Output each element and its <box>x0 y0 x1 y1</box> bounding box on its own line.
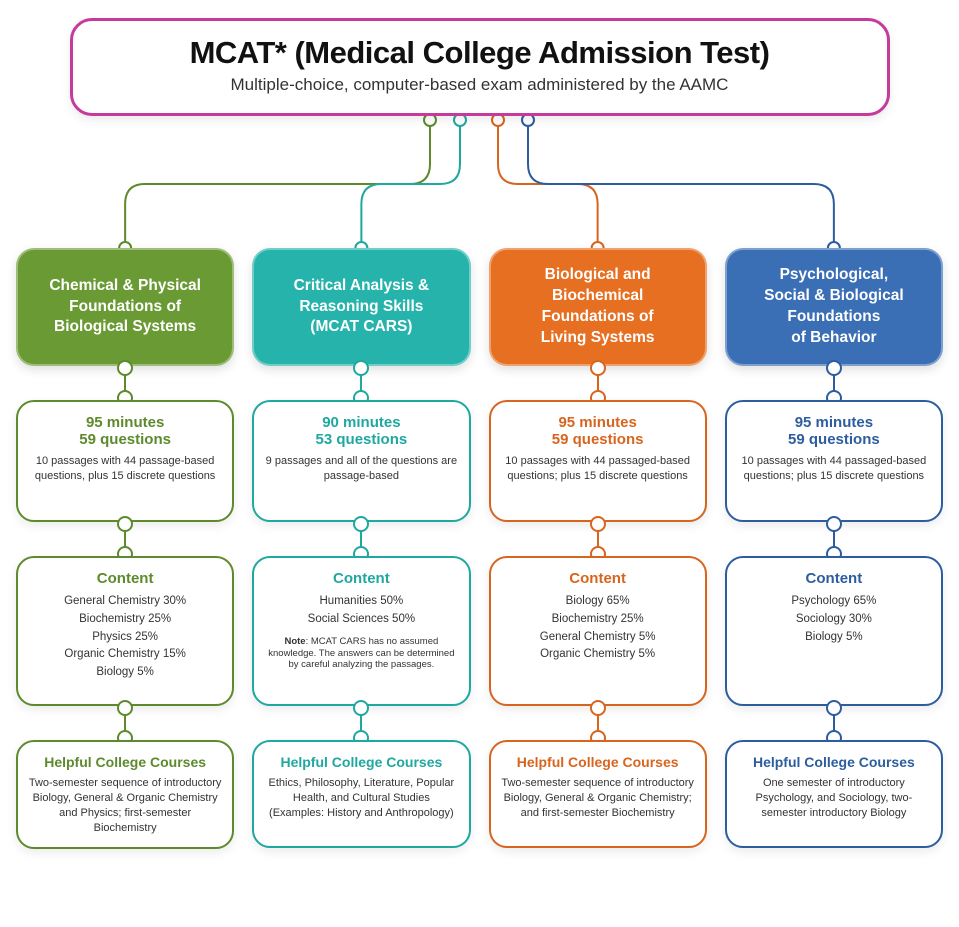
timing-desc: 9 passages and all of the questions are … <box>264 454 458 484</box>
content-list: Psychology 65%Sociology 30%Biology 5% <box>737 593 931 646</box>
content-note: Note: MCAT CARS has no assumed knowledge… <box>264 636 458 672</box>
content-card-psych-soc: Content Psychology 65%Sociology 30%Biolo… <box>725 556 943 706</box>
content-item: Sociology 30% <box>737 611 931 629</box>
connector <box>360 522 362 556</box>
connector <box>833 706 835 740</box>
timing-questions: 59 questions <box>501 431 695 448</box>
connector <box>597 366 599 400</box>
section-header-psych-soc: Psychological,Social & BiologicalFoundat… <box>725 248 943 366</box>
content-card-cars: Content Humanities 50%Social Sciences 50… <box>252 556 470 706</box>
timing-card-cars: 90 minutes 53 questions 9 passages and a… <box>252 400 470 522</box>
timing-card-chem-phys: 95 minutes 59 questions 10 passages with… <box>16 400 234 522</box>
content-item: Biochemistry 25% <box>501 611 695 629</box>
timing-minutes: 95 minutes <box>501 414 695 431</box>
content-heading: Content <box>264 570 458 587</box>
courses-desc: Two-semester sequence of introductory Bi… <box>501 776 695 821</box>
timing-desc: 10 passages with 44 passage-based questi… <box>28 454 222 484</box>
connector <box>833 366 835 400</box>
connector <box>124 706 126 740</box>
content-item: Biology 65% <box>501 593 695 611</box>
courses-desc: Two-semester sequence of introductory Bi… <box>28 776 222 835</box>
columns-container: Chemical & PhysicalFoundations ofBiologi… <box>16 248 943 849</box>
courses-heading: Helpful College Courses <box>737 754 931 770</box>
content-list: Biology 65%Biochemistry 25%General Chemi… <box>501 593 695 664</box>
content-item: Organic Chemistry 5% <box>501 646 695 664</box>
timing-questions: 59 questions <box>737 431 931 448</box>
timing-questions: 53 questions <box>264 431 458 448</box>
content-heading: Content <box>737 570 931 587</box>
courses-card-psych-soc: Helpful College Courses One semester of … <box>725 740 943 848</box>
header-subtitle: Multiple-choice, computer-based exam adm… <box>103 75 857 95</box>
connector <box>597 706 599 740</box>
timing-minutes: 95 minutes <box>737 414 931 431</box>
connector <box>360 706 362 740</box>
section-header-bio-biochem: Biological andBiochemicalFoundations ofL… <box>489 248 707 366</box>
column-bio-biochem: Biological andBiochemicalFoundations ofL… <box>489 248 707 849</box>
courses-desc: Ethics, Philosophy, Literature, Popular … <box>264 776 458 821</box>
section-header-cars: Critical Analysis &Reasoning Skills(MCAT… <box>252 248 470 366</box>
content-list: General Chemistry 30%Biochemistry 25%Phy… <box>28 593 222 682</box>
timing-minutes: 95 minutes <box>28 414 222 431</box>
timing-minutes: 90 minutes <box>264 414 458 431</box>
courses-card-chem-phys: Helpful College Courses Two-semester seq… <box>16 740 234 849</box>
header-card: MCAT* (Medical College Admission Test) M… <box>70 18 890 116</box>
timing-card-bio-biochem: 95 minutes 59 questions 10 passages with… <box>489 400 707 522</box>
content-item: Organic Chemistry 15% <box>28 646 222 664</box>
connector <box>833 522 835 556</box>
connector <box>597 522 599 556</box>
timing-questions: 59 questions <box>28 431 222 448</box>
header-title: MCAT* (Medical College Admission Test) <box>103 35 857 71</box>
content-item: Biochemistry 25% <box>28 611 222 629</box>
content-item: Physics 25% <box>28 629 222 647</box>
content-item: Psychology 65% <box>737 593 931 611</box>
content-item: General Chemistry 30% <box>28 593 222 611</box>
content-item: Biology 5% <box>28 664 222 682</box>
courses-card-bio-biochem: Helpful College Courses Two-semester seq… <box>489 740 707 848</box>
column-chem-phys: Chemical & PhysicalFoundations ofBiologi… <box>16 248 234 849</box>
courses-heading: Helpful College Courses <box>264 754 458 770</box>
column-cars: Critical Analysis &Reasoning Skills(MCAT… <box>252 248 470 849</box>
content-heading: Content <box>28 570 222 587</box>
timing-desc: 10 passages with 44 passaged-based quest… <box>737 454 931 484</box>
content-item: Social Sciences 50% <box>264 611 458 629</box>
content-heading: Content <box>501 570 695 587</box>
content-item: Humanities 50% <box>264 593 458 611</box>
connector <box>124 366 126 400</box>
content-list: Humanities 50%Social Sciences 50% <box>264 593 458 629</box>
timing-card-psych-soc: 95 minutes 59 questions 10 passages with… <box>725 400 943 522</box>
section-header-chem-phys: Chemical & PhysicalFoundations ofBiologi… <box>16 248 234 366</box>
connector <box>360 366 362 400</box>
courses-heading: Helpful College Courses <box>28 754 222 770</box>
content-item: Biology 5% <box>737 629 931 647</box>
content-item: General Chemistry 5% <box>501 629 695 647</box>
courses-heading: Helpful College Courses <box>501 754 695 770</box>
connector <box>124 522 126 556</box>
column-psych-soc: Psychological,Social & BiologicalFoundat… <box>725 248 943 849</box>
content-card-chem-phys: Content General Chemistry 30%Biochemistr… <box>16 556 234 706</box>
courses-desc: One semester of introductory Psychology,… <box>737 776 931 821</box>
courses-card-cars: Helpful College Courses Ethics, Philosop… <box>252 740 470 848</box>
content-card-bio-biochem: Content Biology 65%Biochemistry 25%Gener… <box>489 556 707 706</box>
timing-desc: 10 passages with 44 passaged-based quest… <box>501 454 695 484</box>
